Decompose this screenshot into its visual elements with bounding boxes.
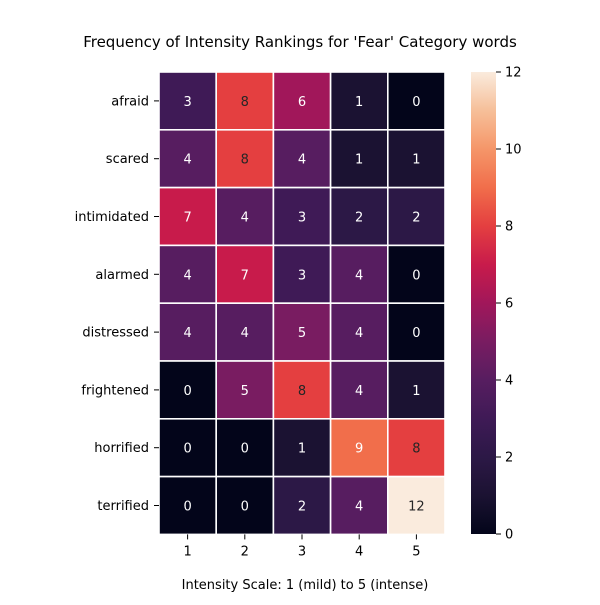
heatmap-cell [215, 244, 275, 304]
y-tick-label: frightened [81, 383, 149, 398]
x-tick-label: 1 [183, 544, 191, 559]
cell-value-label: 8 [241, 153, 249, 168]
cell-value-label: 0 [412, 95, 420, 110]
heatmap-cell [386, 360, 446, 420]
y-tick-label: afraid [111, 94, 149, 109]
cell-value-label: 0 [412, 268, 420, 283]
cell-value-label: 4 [241, 211, 249, 226]
heatmap-cell [215, 186, 275, 247]
cell-value-label: 8 [298, 384, 306, 399]
cell-value-label: 3 [298, 211, 306, 226]
x-axis-label: Intensity Scale: 1 (mild) to 5 (intense) [182, 578, 429, 593]
chart-title: Frequency of Intensity Rankings for 'Fea… [83, 33, 517, 51]
x-tick-label: 3 [298, 544, 306, 559]
heatmap-cell [158, 417, 218, 478]
cell-value-label: 2 [355, 211, 363, 226]
cell-value-label: 0 [183, 500, 191, 515]
cell-value-label: 4 [355, 500, 363, 515]
heatmap-cell [386, 129, 446, 189]
cell-value-label: 5 [298, 326, 306, 341]
cell-value-label: 0 [412, 326, 420, 341]
cell-value-label: 8 [241, 95, 249, 110]
heatmap-cells [158, 71, 446, 536]
cell-value-label: 1 [412, 384, 420, 399]
cell-value-label: 7 [183, 211, 191, 226]
cell-value-label: 1 [298, 442, 306, 457]
cell-value-label: 7 [241, 268, 249, 283]
y-tick-label: terrified [97, 499, 149, 514]
heatmap-cell-labels: 3 8 6 1 0 4 8 4 1 1 7 4 3 2 2 4 7 3 4 0 4 4 5 4 0 0 5 8 4 1 0 0 1 9 8 0 0 2 4 1… [183, 95, 424, 515]
heatmap-cell [215, 302, 275, 362]
y-axis: afraid scared intimidated alarmed distressed… [75, 94, 159, 514]
cell-value-label: 4 [241, 326, 249, 341]
heatmap-cell [272, 360, 332, 420]
cell-value-label: 4 [183, 326, 191, 341]
cell-value-label: 4 [298, 153, 306, 168]
x-tick-label: 4 [355, 544, 363, 559]
colorbar-tick-label: 10 [505, 143, 522, 158]
heatmap-cell [272, 129, 332, 189]
heatmap-cell [272, 244, 332, 304]
cell-value-label: 9 [355, 442, 363, 457]
cell-value-label: 8 [412, 442, 420, 457]
cell-value-label: 5 [241, 384, 249, 399]
colorbar-tick-label: 4 [505, 374, 513, 389]
heatmap-cell [386, 244, 446, 304]
cell-value-label: 2 [298, 500, 306, 515]
colorbar-tick-label: 2 [505, 451, 513, 466]
cell-value-label: 4 [355, 268, 363, 283]
cell-value-label: 1 [355, 153, 363, 168]
cell-value-label: 3 [183, 95, 191, 110]
colorbar-tick-label: 6 [505, 297, 513, 312]
colorbar: 0 2 4 6 8 10 12 [471, 66, 522, 543]
heatmap-cell [272, 302, 332, 362]
heatmap-cell [215, 360, 275, 420]
colorbar-tick-label: 8 [505, 220, 513, 235]
cell-value-label: 4 [355, 326, 363, 341]
heatmap-cell [329, 360, 389, 420]
cell-value-label: 2 [412, 211, 420, 226]
y-tick-label: scared [106, 152, 149, 167]
cell-value-label: 0 [183, 442, 191, 457]
y-tick-label: intimidated [75, 210, 149, 225]
colorbar-gradient [471, 72, 496, 534]
cell-value-label: 4 [183, 268, 191, 283]
y-tick-label: alarmed [95, 268, 149, 283]
cell-value-label: 6 [298, 95, 306, 110]
cell-value-label: 0 [241, 500, 249, 515]
y-tick-label: horrified [94, 441, 149, 456]
heatmap-cell [329, 244, 389, 304]
heatmap-cell [215, 475, 275, 536]
x-tick-label: 2 [241, 544, 249, 559]
x-tick-label: 5 [412, 544, 420, 559]
heatmap-cell [215, 71, 275, 131]
cell-value-label: 1 [412, 153, 420, 168]
cell-value-label: 4 [355, 384, 363, 399]
heatmap-cell [329, 186, 389, 247]
cell-value-label: 12 [408, 500, 425, 515]
colorbar-tick-label: 12 [505, 66, 522, 81]
colorbar-tick-label: 0 [505, 528, 513, 543]
heatmap-cell [158, 475, 218, 536]
cell-value-label: 0 [183, 384, 191, 399]
x-axis: 1 2 3 4 5 [183, 534, 421, 559]
cell-value-label: 4 [183, 153, 191, 168]
cell-value-label: 0 [241, 442, 249, 457]
cell-value-label: 1 [355, 95, 363, 110]
y-tick-label: distressed [82, 326, 149, 341]
cell-value-label: 3 [298, 268, 306, 283]
